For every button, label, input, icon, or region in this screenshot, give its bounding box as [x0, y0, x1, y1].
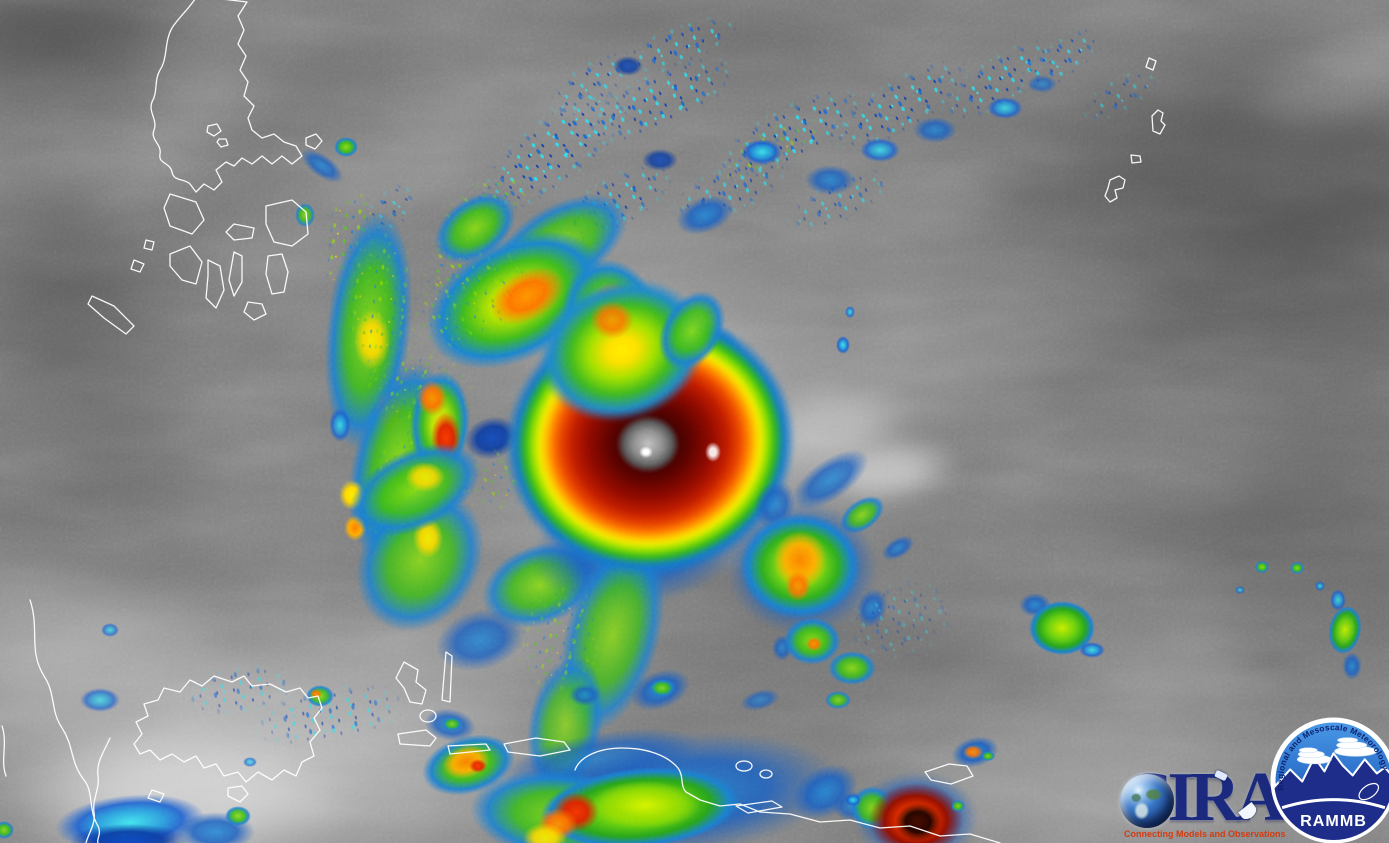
cira-logo: CIRA Connecting Models and Observations: [1120, 763, 1292, 843]
cira-globe-icon: [1120, 774, 1174, 828]
cira-tagline: Connecting Models and Observations: [1124, 829, 1286, 839]
rammb-logo: Regional and Mesoscale Meteorology RAMMB: [1270, 717, 1389, 843]
rammb-name: RAMMB: [1300, 812, 1367, 830]
